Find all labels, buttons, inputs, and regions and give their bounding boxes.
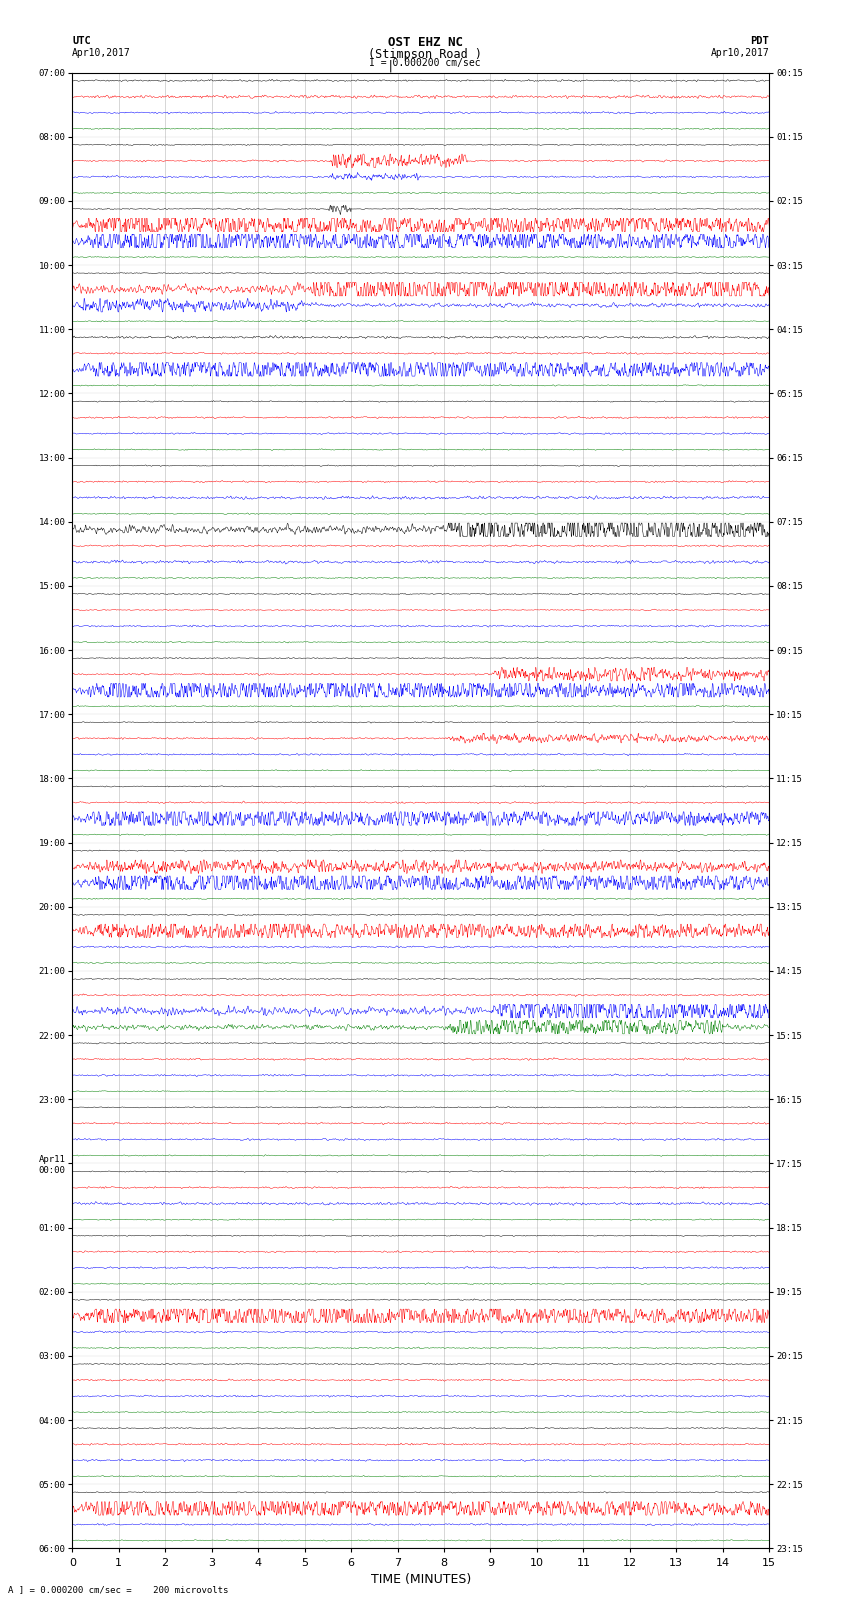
Text: Apr10,2017: Apr10,2017: [72, 47, 131, 58]
Text: A ] = 0.000200 cm/sec =    200 microvolts: A ] = 0.000200 cm/sec = 200 microvolts: [8, 1584, 229, 1594]
Text: I = 0.000200 cm/sec: I = 0.000200 cm/sec: [369, 58, 481, 68]
Text: |: |: [388, 60, 394, 73]
Text: (Stimpson Road ): (Stimpson Road ): [368, 47, 482, 61]
Text: Apr10,2017: Apr10,2017: [711, 47, 769, 58]
Text: UTC: UTC: [72, 37, 91, 47]
Text: OST EHZ NC: OST EHZ NC: [388, 37, 462, 50]
Text: PDT: PDT: [751, 37, 769, 47]
X-axis label: TIME (MINUTES): TIME (MINUTES): [371, 1573, 471, 1586]
